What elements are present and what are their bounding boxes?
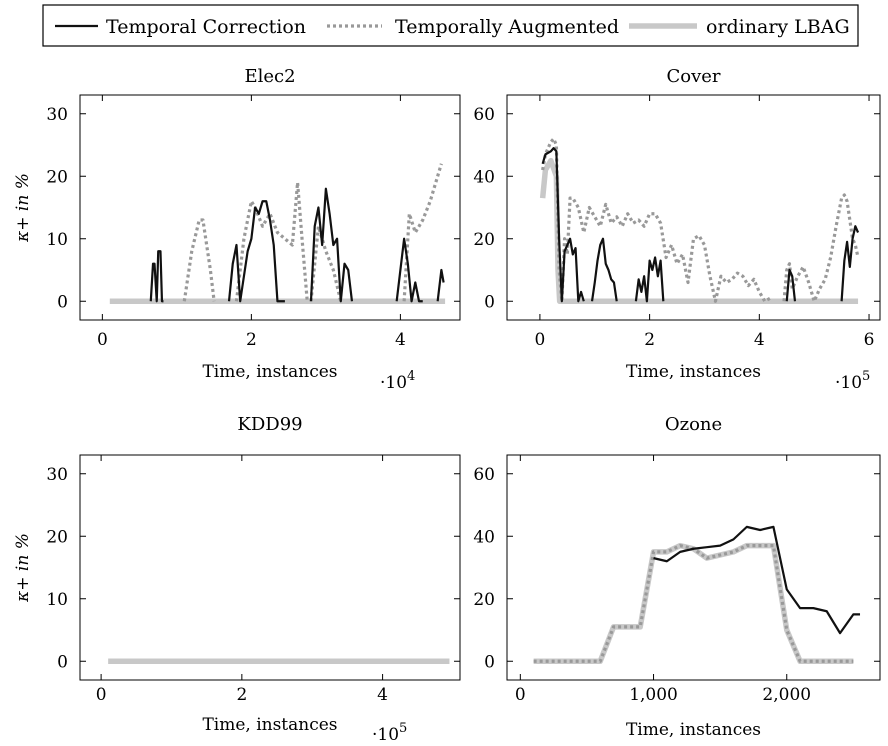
legend: Temporal Correction Temporally Augmented o… — [42, 4, 859, 47]
x-multiplier-kdd99: ·105 — [372, 721, 407, 745]
y-tick-label-elec2-3: 30 — [46, 105, 68, 125]
series-line-cover-temporally-augmented — [541, 137, 860, 303]
panel-elec2: Elec2 0 2 4 0 10 20 30 Time, instances κ+ in % ·10… — [13, 66, 461, 393]
x-tick-label-elec2-0: 0 — [97, 330, 108, 350]
chart-title-ozone: Ozone — [665, 414, 722, 435]
plot-frame-ozone — [506, 454, 881, 681]
y-tick-label-ozone-1: 20 — [473, 590, 495, 610]
y-tick-label-elec2-2: 20 — [46, 167, 68, 187]
y-tick-label-kdd99-3: 30 — [46, 465, 68, 485]
x-tick-label-kdd99-0: 0 — [96, 685, 107, 705]
series-line-ozone-temporal-correction — [653, 525, 861, 635]
legend-label-temporal-correction: Temporal Correction — [106, 16, 306, 38]
y-tick-label-ozone-3: 60 — [473, 465, 495, 485]
y-tick-label-cover-3: 60 — [473, 105, 495, 125]
x-multiplier-elec2: ·104 — [380, 369, 415, 393]
y-axis-label-elec2: κ+ in % — [13, 173, 33, 243]
x-tick-label-ozone-1: 1,000 — [629, 685, 678, 705]
series-line-cover-temporal-correction — [541, 147, 860, 303]
series-line-elec2-temporal-correction — [149, 187, 445, 303]
x-tick-label-cover-1: 2 — [644, 330, 655, 350]
y-tick-label-ozone-2: 40 — [473, 527, 495, 547]
y-tick-label-cover-2: 40 — [473, 167, 495, 187]
x-axis-label-ozone: Time, instances — [626, 720, 761, 740]
plot-frame-elec2 — [79, 94, 461, 321]
x-tick-label-elec2-2: 4 — [395, 330, 406, 350]
chart-title-elec2: Elec2 — [244, 66, 295, 87]
series-line-ozone-temporally-augmented — [533, 544, 854, 663]
y-tick-label-kdd99-1: 10 — [46, 590, 68, 610]
series-group-ozone — [533, 525, 861, 664]
legend-label-ordinary-lbag: ordinary LBAG — [706, 16, 850, 38]
plot-frame-kdd99 — [79, 454, 461, 681]
y-tick-label-kdd99-0: 0 — [57, 652, 68, 672]
x-tick-label-elec2-1: 2 — [246, 330, 257, 350]
panel-ozone: Ozone 0 1,000 2,000 0 20 40 60 Time, instances — [473, 414, 881, 740]
series-line-cover-ordinary-lbag — [539, 157, 859, 304]
x-multiplier-cover: ·105 — [835, 369, 870, 393]
chart-title-cover: Cover — [666, 66, 720, 87]
y-tick-label-cover-0: 0 — [484, 292, 495, 312]
x-axis-label-cover: Time, instances — [626, 362, 761, 382]
panel-kdd99: KDD99 0 2 4 0 10 20 30 Time, instances κ+ in % ·10… — [13, 414, 461, 745]
x-axis-label-kdd99: Time, instances — [202, 715, 337, 735]
plot-frame-cover — [506, 94, 881, 321]
x-tick-label-ozone-0: 0 — [515, 685, 526, 705]
x-tick-label-cover-0: 0 — [534, 330, 545, 350]
series-group-cover — [539, 137, 860, 304]
y-tick-label-ozone-0: 0 — [484, 652, 495, 672]
y-tick-label-elec2-0: 0 — [57, 292, 68, 312]
y-axis-label-kdd99: κ+ in % — [13, 533, 33, 603]
x-tick-label-kdd99-2: 4 — [377, 685, 388, 705]
x-axis-label-elec2: Time, instances — [202, 362, 337, 382]
y-tick-label-kdd99-2: 20 — [46, 527, 68, 547]
series-group-elec2 — [109, 163, 446, 304]
chart-title-kdd99: KDD99 — [237, 414, 302, 435]
legend-label-temporally-augmented: Temporally Augmented — [395, 16, 619, 38]
y-tick-label-elec2-1: 10 — [46, 230, 68, 250]
y-tick-label-cover-1: 20 — [473, 230, 495, 250]
series-line-elec2-temporally-augmented — [182, 163, 443, 302]
legend-box — [42, 4, 859, 47]
x-tick-label-kdd99-1: 2 — [236, 685, 247, 705]
x-tick-label-ozone-2: 2,000 — [762, 685, 811, 705]
x-tick-label-cover-2: 4 — [754, 330, 765, 350]
series-line-ozone-ordinary-lbag — [533, 542, 854, 664]
x-tick-label-cover-3: 6 — [864, 330, 875, 350]
